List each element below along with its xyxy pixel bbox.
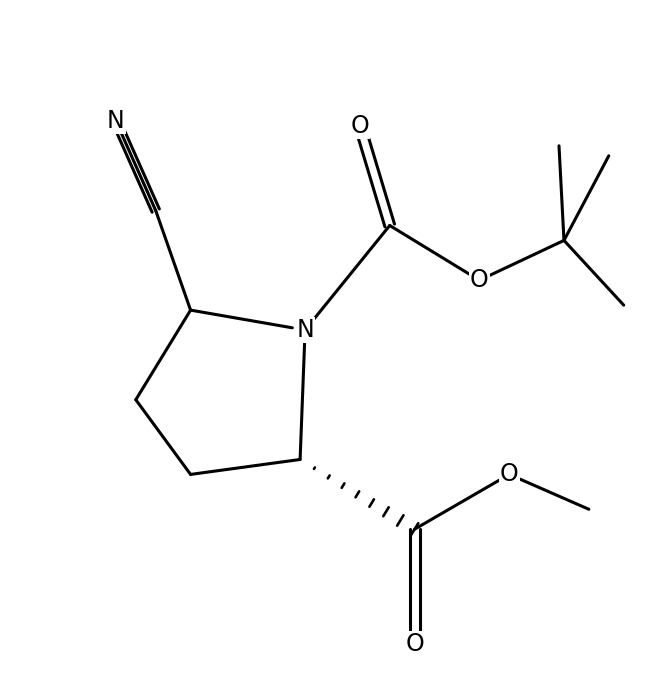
Text: N: N [296,318,314,342]
Text: N: N [107,109,125,133]
Text: O: O [350,114,369,138]
Text: O: O [500,462,519,486]
Text: O: O [470,268,489,292]
Text: O: O [405,632,424,656]
